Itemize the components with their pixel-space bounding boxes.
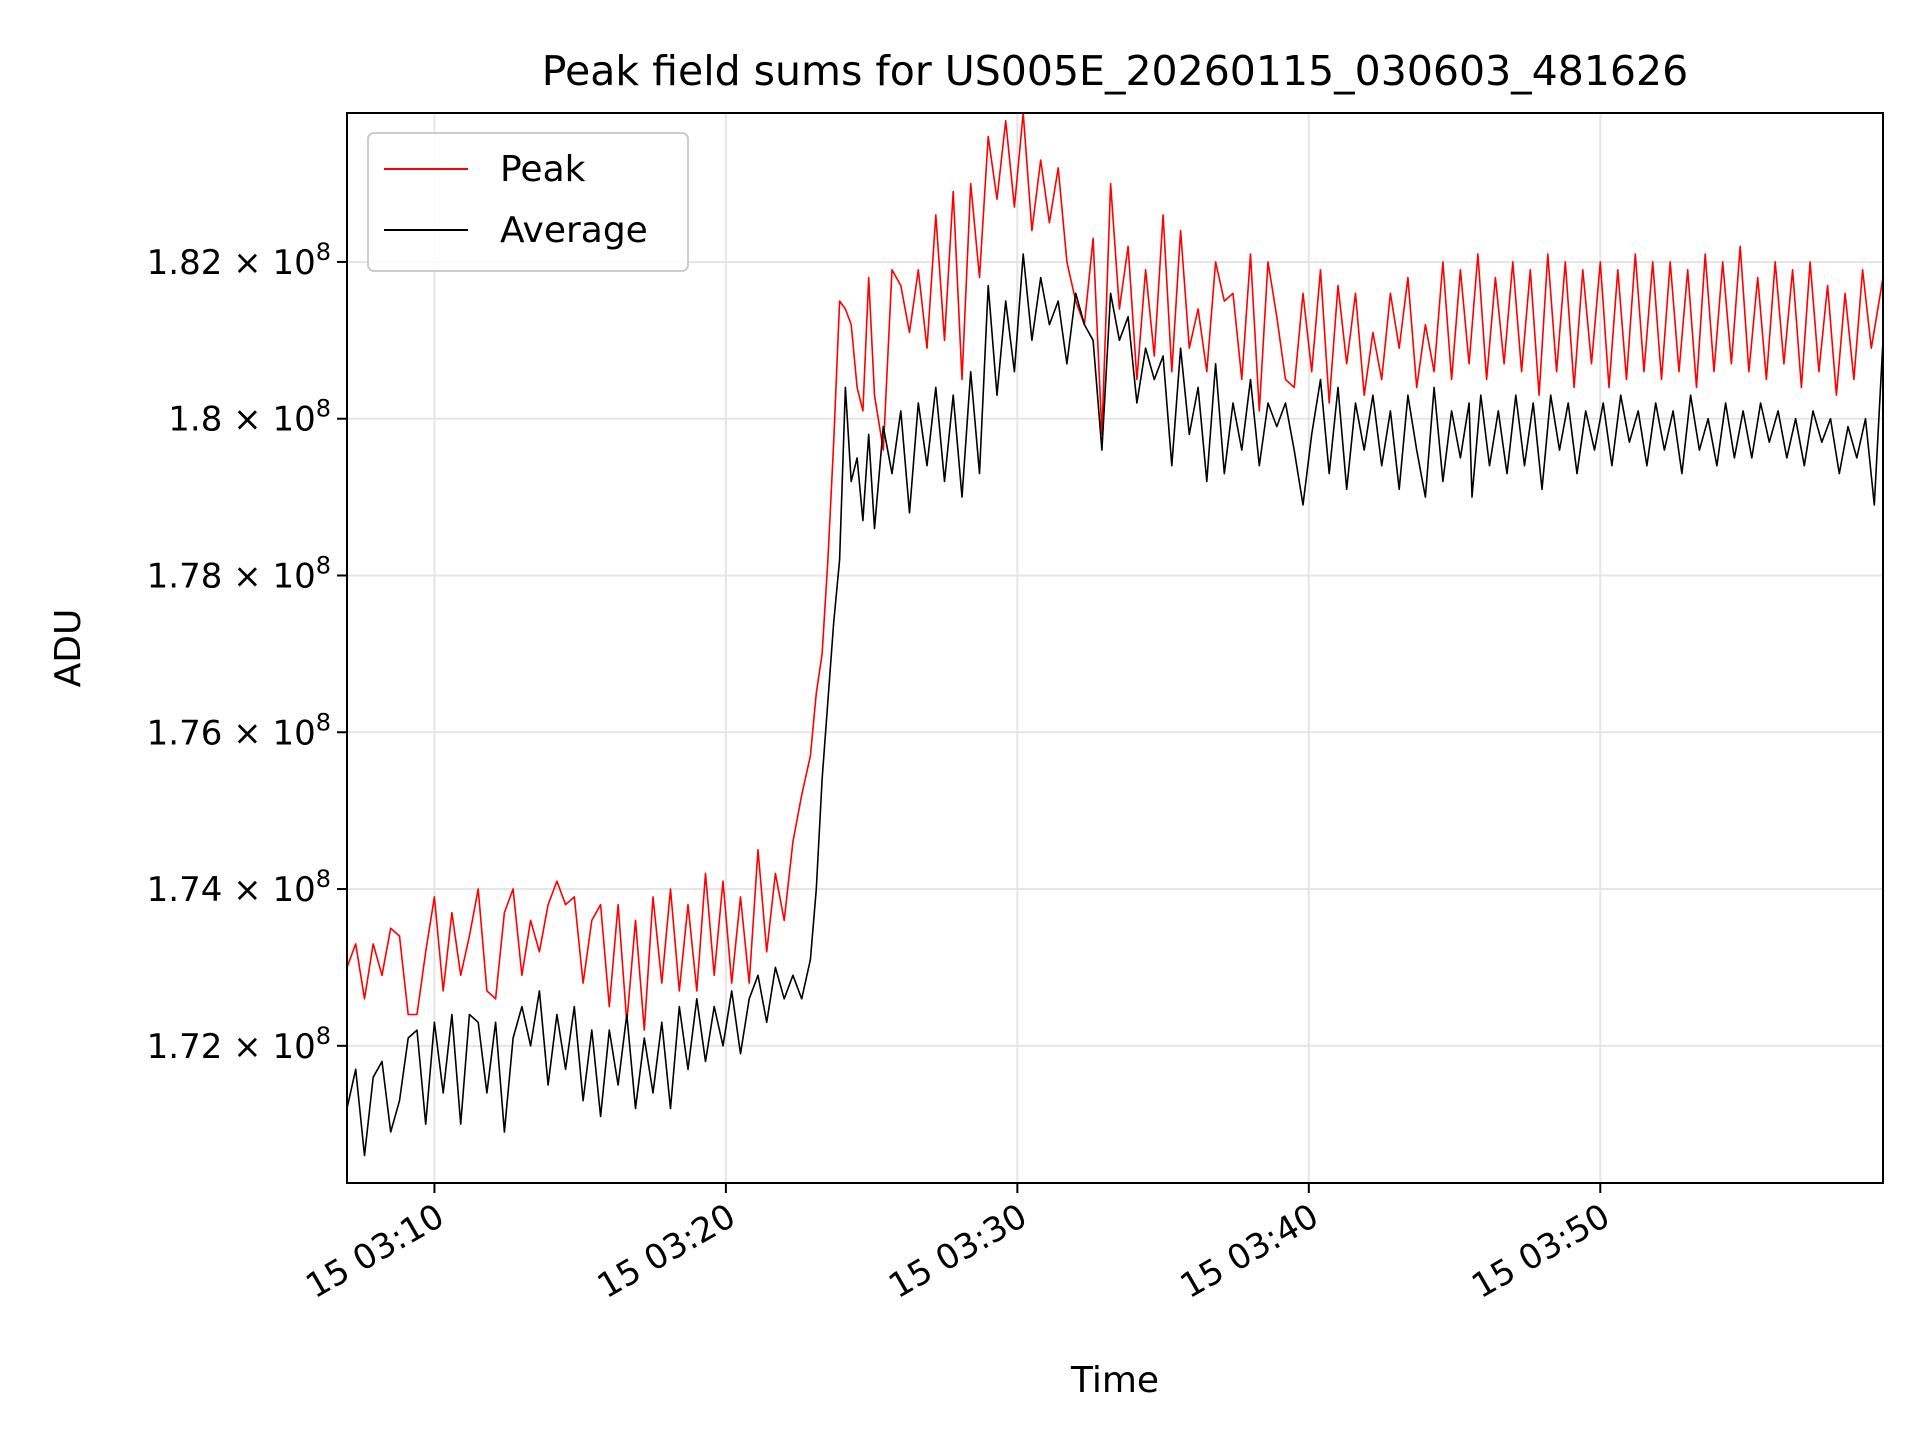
y-tick-mantissa: 1.76 (147, 713, 223, 753)
y-tick-times: × 10 (222, 400, 315, 440)
y-tick-mantissa: 1.82 (147, 243, 223, 283)
y-tick-exponent: 8 (316, 238, 331, 266)
y-tick-mantissa: 1.72 (147, 1027, 223, 1067)
series-layer (346, 112, 1884, 1157)
y-tick-times: × 10 (222, 1027, 315, 1067)
y-tick-label: 1.82 × 108 (147, 238, 331, 283)
y-axis-label: ADU (48, 609, 89, 688)
chart-title: Peak field sums for US005E_20260115_0306… (542, 47, 1688, 95)
series-line-peak (346, 112, 1884, 1031)
y-tick-mantissa: 1.74 (147, 870, 223, 910)
legend-box (367, 132, 689, 272)
y-tick-times: × 10 (222, 870, 315, 910)
y-tick-label: 1.78 × 108 (147, 551, 331, 596)
legend-average-label: Average (500, 210, 648, 251)
plot-frame (346, 112, 1884, 1184)
y-tick-times: × 10 (222, 243, 315, 283)
y-tick-exponent: 8 (316, 865, 331, 893)
legend: Peak Average (367, 132, 689, 272)
y-tick-exponent: 8 (316, 551, 331, 579)
y-tick-exponent: 8 (316, 708, 331, 736)
grid (347, 113, 1883, 1183)
y-tick-times: × 10 (222, 556, 315, 596)
y-tick-exponent: 8 (316, 395, 331, 423)
y-tick-label: 1.72 × 108 (147, 1022, 331, 1067)
legend-peak-label: Peak (500, 149, 586, 190)
x-axis-label: Time (1070, 1360, 1159, 1401)
y-tick-exponent: 8 (316, 1022, 331, 1050)
series-line-average (346, 253, 1884, 1157)
y-tick-mantissa: 1.8 (168, 400, 222, 440)
y-tick-mantissa: 1.78 (147, 556, 223, 596)
y-tick-label: 1.76 × 108 (147, 708, 331, 753)
y-tick-label: 1.8 × 108 (168, 395, 331, 440)
y-tick-label: 1.74 × 108 (147, 865, 331, 910)
y-tick-times: × 10 (222, 713, 315, 753)
